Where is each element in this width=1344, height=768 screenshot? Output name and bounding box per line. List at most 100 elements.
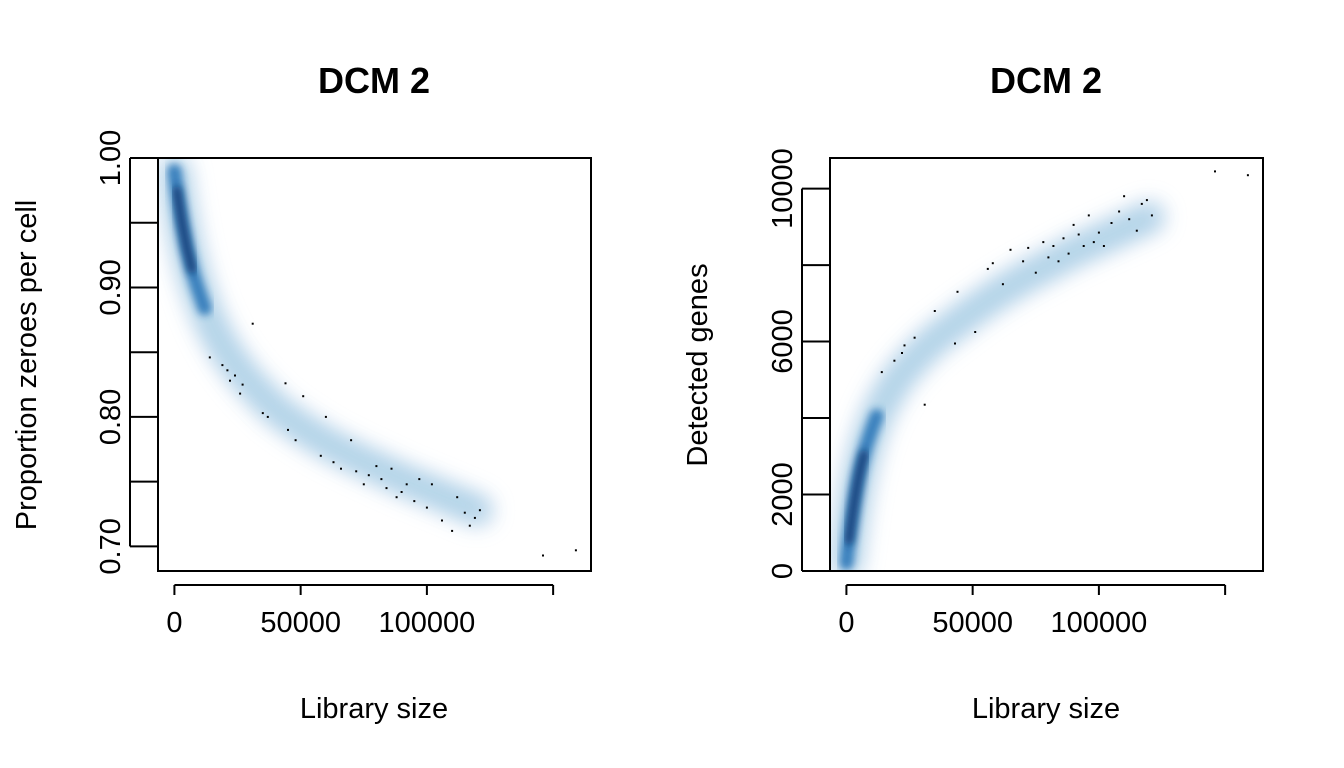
data-point — [880, 371, 883, 374]
data-point — [380, 478, 383, 481]
data-point — [241, 383, 244, 386]
data-point — [468, 524, 471, 527]
chart-panel-right: DCM 2 Library size Detected genes 0 50000… — [682, 60, 1264, 725]
data-point — [340, 467, 342, 470]
data-point — [1135, 229, 1138, 232]
data-point — [1128, 218, 1131, 221]
data-point — [1034, 271, 1037, 274]
data-point — [284, 382, 287, 385]
data-point — [319, 454, 322, 457]
y-tick-label: 1.00 — [95, 130, 127, 186]
y-axis-label: Detected genes — [682, 263, 714, 466]
data-point — [1140, 202, 1143, 205]
data-point — [239, 392, 242, 395]
data-point — [991, 262, 994, 265]
data-point — [954, 342, 956, 345]
data-point — [1123, 195, 1126, 198]
outlier-points — [880, 170, 1249, 406]
x-tick-label: 0 — [166, 607, 182, 639]
data-point — [478, 509, 481, 512]
data-point — [1077, 233, 1080, 236]
data-point — [1092, 241, 1095, 244]
data-point — [903, 344, 906, 347]
data-point — [390, 467, 393, 470]
data-point — [375, 465, 378, 468]
data-point — [923, 403, 926, 406]
data-point — [1062, 237, 1065, 240]
data-point — [456, 496, 459, 499]
data-point — [261, 412, 264, 415]
data-point — [1009, 248, 1012, 251]
x-axis: 0 50000 100000 — [838, 584, 1227, 639]
chart-panel-left: DCM 2 Library size Proportion zeroes per… — [11, 60, 592, 725]
y-axis-label: Proportion zeroes per cell — [11, 200, 43, 530]
data-point — [901, 352, 903, 354]
data-point — [355, 470, 358, 473]
data-point — [1150, 214, 1153, 217]
data-point — [266, 415, 269, 418]
data-point — [324, 415, 327, 418]
x-tick-label: 50000 — [932, 607, 1013, 639]
data-point — [287, 428, 289, 431]
data-point — [1145, 199, 1148, 202]
x-axis-label: Library size — [300, 693, 448, 725]
y-tick-label: 0 — [767, 563, 799, 579]
data-point — [893, 359, 896, 362]
data-point — [1047, 256, 1050, 259]
data-point — [913, 336, 916, 339]
data-point — [974, 331, 977, 333]
y-tick-label: 0.70 — [95, 518, 127, 574]
x-tick-label: 0 — [838, 607, 854, 639]
y-tick-label: 2000 — [767, 462, 799, 527]
data-point — [226, 369, 229, 372]
data-point — [1042, 241, 1045, 244]
data-point — [441, 519, 443, 522]
y-axis: 0.70 0.80 0.90 1.00 — [95, 130, 158, 575]
data-point — [413, 500, 416, 503]
density-layer — [830, 200, 1167, 571]
data-point — [350, 439, 353, 442]
data-point — [1057, 260, 1060, 263]
outlier-points — [208, 322, 577, 557]
data-point — [1087, 214, 1090, 217]
data-point — [208, 356, 211, 359]
data-point — [1214, 170, 1216, 173]
data-point — [221, 364, 224, 367]
data-point — [367, 474, 370, 477]
density-band-mid — [837, 208, 1159, 571]
data-point — [1118, 210, 1121, 213]
x-tick-label: 50000 — [260, 607, 341, 639]
data-point — [294, 439, 297, 442]
x-tick-label: 100000 — [378, 607, 475, 639]
data-point — [473, 516, 476, 519]
x-tick-label: 100000 — [1050, 607, 1147, 639]
data-point — [1072, 223, 1075, 226]
data-point — [425, 506, 428, 509]
y-tick-label: 0.90 — [95, 259, 127, 315]
data-point — [1110, 222, 1113, 224]
y-tick-label: 0.80 — [95, 389, 127, 445]
data-point — [1246, 174, 1249, 177]
data-point — [1082, 245, 1085, 247]
data-point — [1052, 245, 1055, 247]
data-point — [463, 511, 466, 514]
data-point — [385, 487, 388, 490]
data-point — [1067, 252, 1070, 255]
y-axis: 0 2000 6000 10000 — [767, 148, 830, 579]
chart-title: DCM 2 — [318, 60, 430, 101]
data-point — [574, 549, 577, 552]
data-point — [229, 379, 231, 382]
density-peak — [172, 185, 197, 274]
data-point — [1102, 245, 1105, 247]
data-point — [1097, 231, 1100, 234]
data-point — [430, 483, 433, 486]
data-point — [405, 483, 408, 486]
data-point — [400, 491, 403, 493]
plot-box — [829, 157, 1264, 572]
x-axis: 0 50000 100000 — [166, 584, 555, 639]
density-layer — [158, 158, 495, 528]
data-point — [332, 461, 335, 464]
data-point — [933, 310, 936, 312]
data-point — [395, 496, 398, 499]
